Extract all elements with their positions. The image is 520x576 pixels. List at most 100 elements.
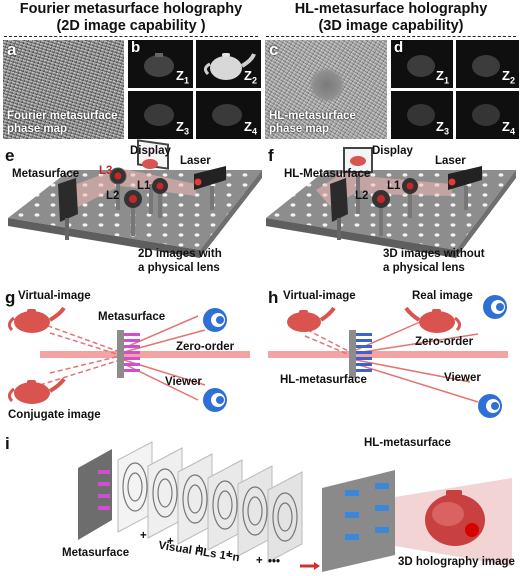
panel-f-letter: f [268,146,274,165]
panel-e-caption: 2D images with a physical lens [138,247,222,275]
panel-d-tile-z4: Z4 [456,91,519,139]
panel-a-caption-line1: Fourier metasurface [7,110,118,122]
panel-e-laser-aperture [194,178,202,186]
panel-e-board-holes [8,170,262,250]
teapot-dim-icon [472,55,500,77]
panel-g-letter: g [5,288,16,307]
panel-c-caption: HL-metasurface phase map [269,110,356,136]
teapot-dim-icon [407,55,435,77]
panel-e-letter: e [5,146,15,165]
panel-e-lens-l1 [152,178,168,194]
panel-b-tile-z3: Z3 [128,91,193,139]
panel-g-diagram [7,306,250,412]
teapot-dim-icon [144,104,174,126]
panel-e-laser-post [210,186,214,210]
panel-f-caption: 3D images without a physical lens [383,247,485,275]
panel-i-diagram [78,441,512,572]
panel-f-bench [266,147,516,258]
panel-f-l2-label: L2 [355,190,369,202]
panel-h-eye-icon-bottom [478,394,502,418]
teapot-dim-icon [472,104,500,126]
panel-b-z1-text: Z [176,68,184,84]
teapot-dim-icon [407,104,435,126]
panel-e-lens-l1-post [158,194,162,218]
panel-e-post [65,218,69,240]
panel-i-plus-3: + [196,543,203,555]
left-header-line1: Fourier metasurface holography [19,1,243,17]
panel-i-3d-teapot-icon [425,490,485,546]
panel-h-hl-metasurface-plate [349,330,356,378]
panel-e-lens-l1-dot [156,182,164,190]
panel-i-result-label: 3D holography image [398,556,515,568]
panel-b-z1-label: Z1 [176,68,189,86]
panel-g-virtual-label: Virtual-image [18,290,91,302]
panel-e-laser-label: Laser [180,155,211,167]
panel-e-caption-line1: 2D images with [138,248,222,260]
panel-f-metasurface-screen [330,178,348,222]
right-header-line2: (3D image capability) [318,18,464,34]
panel-g-viewer-label: Viewer [165,376,202,388]
panel-i-metasurface-label: Metasurface [62,547,130,559]
panel-h-hl-metasurface-label: HL-metasurface [280,374,367,386]
panel-b-z3-text: Z [176,119,184,135]
panel-i-hl-metasurface-label: HL-metasurface [364,437,451,449]
panel-b-z2-sub: 2 [251,76,257,86]
panel-b-z3-sub: 3 [183,127,189,137]
panel-i-plus-5: + [256,555,263,567]
panel-f-laser [448,166,482,190]
panel-i-hl-metasurface-plate [322,470,395,572]
panel-f-lens-l1-dot [406,182,414,190]
panel-i-hl-planes [117,441,303,563]
right-header-line1: HL-metasurface holography [294,1,488,17]
panel-e-lens-l2-dot [129,195,137,203]
panel-h-diagram [268,295,508,418]
panel-e-l1-label: L1 [137,180,151,192]
panel-e-lens-l2 [124,190,142,208]
panel-f-laser-post [464,186,468,210]
panel-f-beam-2 [362,176,452,196]
panel-d-z3-label: Z3 [436,119,449,137]
panel-d-reconstructions: d Z1 Z2 Z3 Z4 [391,40,519,139]
panel-d-tile-z2: Z2 [456,40,519,88]
panel-c-letter: c [269,40,279,59]
panel-i-metasurface-plate [78,449,112,540]
panel-e-l3-label: L3 [99,165,113,177]
panel-f-post [337,218,341,240]
left-header-rule [4,36,258,37]
panel-h-ray [355,321,421,351]
panel-f-lens-l1-post [408,194,412,218]
panel-g-eye-icon-bottom [203,388,227,412]
panel-i-beam [395,478,512,566]
panel-i-letter: i [5,434,10,453]
panel-g-dashed-ray [39,322,121,353]
panel-b-tile-z1: b Z1 [128,40,193,88]
panel-d-tile-z1: d Z1 [391,40,453,88]
panel-a-phase-map: a Fourier metasurface phase map [3,40,124,139]
panel-i-hl-rings [122,462,298,542]
panel-c-caption-line2: phase map [269,123,330,135]
panel-b-z2-label: Z2 [244,68,257,86]
panel-h-virtual-teapot-icon [287,306,336,332]
panel-f-caption-line1: 3D images without [383,248,485,260]
panel-e-metasurface-label: Metasurface [12,168,80,180]
panel-d-z3-sub: 3 [443,127,449,137]
panel-i-plus-2: + [167,536,174,548]
left-header-line2: (2D image capability ) [56,18,206,34]
panel-b-z3-label: Z3 [176,119,189,137]
panel-f-lens-l2 [372,190,390,208]
panel-e-laser [194,166,226,190]
panel-f-l1-label: L1 [387,180,401,192]
panel-e-display-label: Display [130,145,171,157]
panel-d-z1-text: Z [436,68,444,84]
panel-e-display-teapot-icon [142,159,158,169]
panel-e-lens-l2-post [131,208,135,236]
panel-b-tile-z2: Z2 [196,40,261,88]
panel-h-zero-order-beam [268,351,508,358]
panel-d-z4-label: Z4 [502,119,515,137]
panel-b-z4-text: Z [244,119,252,135]
panel-f-lens-l2-dot [377,195,385,203]
panel-h-dashed-ray [299,325,351,353]
panel-g-metasurface-plate [117,330,124,378]
panel-g-virtual-teapot-icon [7,306,66,333]
